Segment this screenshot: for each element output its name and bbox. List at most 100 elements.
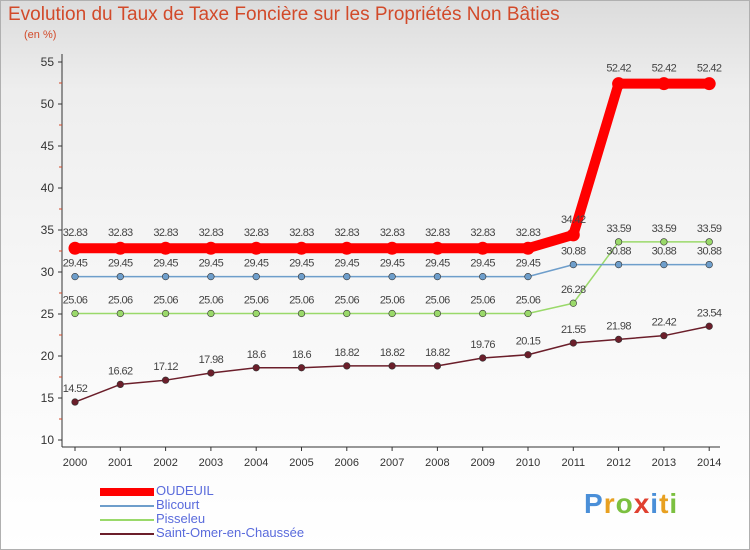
- data-label-pisseleu: 33.59: [697, 223, 722, 235]
- logo-letter: r: [603, 488, 616, 519]
- data-label-saint-omer: 18.82: [335, 347, 360, 359]
- data-point-oudeuil: [159, 241, 173, 255]
- chart-title: Evolution du Taux de Taxe Foncière sur l…: [8, 4, 560, 25]
- data-point-saint-omer: [252, 364, 260, 372]
- data-point-pisseleu: [207, 309, 215, 318]
- legend-label-pisseleu: Pisseleu: [156, 511, 206, 526]
- data-label-pisseleu: 26.28: [561, 284, 586, 296]
- y-tick-label: 35: [41, 223, 55, 237]
- data-point-oudeuil: [385, 241, 399, 255]
- data-point-oudeuil: [68, 241, 82, 255]
- x-tick-label: 2006: [335, 457, 359, 469]
- x-tick-label: 2010: [516, 457, 540, 469]
- data-label-oudeuil: 52.42: [697, 63, 722, 75]
- data-point-blicourt: [297, 273, 306, 281]
- data-label-blicourt: 29.45: [425, 258, 450, 270]
- legend-label-saint-omer: Saint-Omer-en-Chaussée: [156, 525, 305, 540]
- data-label-saint-omer: 17.12: [153, 361, 178, 373]
- data-label-saint-omer: 20.15: [516, 336, 541, 348]
- data-point-oudeuil: [430, 241, 444, 255]
- data-label-pisseleu: 25.06: [244, 294, 269, 306]
- y-tick-label: 50: [41, 97, 55, 111]
- data-label-pisseleu: 25.06: [425, 294, 450, 306]
- y-tick-label: 45: [41, 139, 55, 153]
- data-point-oudeuil: [521, 241, 535, 255]
- logo-letter: x: [633, 488, 651, 519]
- data-point-pisseleu: [660, 238, 668, 246]
- data-label-blicourt: 29.45: [63, 258, 88, 270]
- data-point-pisseleu: [479, 309, 487, 318]
- data-label-saint-omer: 19.76: [470, 339, 495, 351]
- data-point-pisseleu: [252, 309, 260, 318]
- data-label-saint-omer: 16.62: [108, 365, 133, 377]
- legend-label-oudeuil: OUDEUIL: [156, 483, 214, 498]
- data-point-blicourt: [116, 273, 124, 281]
- data-label-blicourt: 29.45: [516, 258, 541, 270]
- data-point-saint-omer: [71, 398, 79, 406]
- data-label-blicourt: 30.88: [697, 246, 722, 258]
- x-tick-label: 2005: [289, 457, 313, 469]
- legend-swatch-blicourt: [100, 504, 154, 507]
- data-label-oudeuil: 32.83: [516, 227, 541, 239]
- data-point-blicourt: [433, 273, 442, 281]
- data-label-blicourt: 29.45: [108, 258, 133, 270]
- data-point-pisseleu: [162, 309, 170, 318]
- data-label-saint-omer: 18.82: [380, 347, 405, 359]
- data-label-blicourt: 29.45: [289, 258, 314, 270]
- data-point-saint-omer: [343, 362, 351, 370]
- data-point-saint-omer: [207, 369, 215, 377]
- data-point-oudeuil: [702, 77, 716, 91]
- data-label-pisseleu: 25.06: [516, 294, 541, 306]
- x-tick-label: 2003: [199, 457, 223, 469]
- logo-letter: P: [584, 488, 604, 519]
- legend-item-blicourt: Blicourt: [100, 498, 304, 512]
- data-label-blicourt: 29.45: [199, 258, 224, 270]
- data-label-blicourt: 30.88: [561, 246, 586, 258]
- data-label-saint-omer: 18.82: [425, 347, 450, 359]
- data-label-blicourt: 29.45: [335, 258, 360, 270]
- data-point-oudeuil: [566, 228, 580, 242]
- x-tick-label: 2011: [561, 457, 585, 469]
- data-point-saint-omer: [433, 362, 442, 370]
- x-tick-label: 2013: [652, 457, 676, 469]
- data-point-blicourt: [207, 273, 215, 281]
- data-point-blicourt: [705, 261, 713, 269]
- data-point-saint-omer: [524, 351, 532, 359]
- x-tick-label: 2007: [380, 457, 404, 469]
- legend-item-saint-omer: Saint-Omer-en-Chaussée: [100, 526, 304, 540]
- data-label-pisseleu: 25.06: [335, 294, 360, 306]
- x-tick-label: 2014: [697, 457, 721, 469]
- data-label-pisseleu: 33.59: [652, 223, 677, 235]
- y-axis-unit: (en %): [24, 29, 57, 41]
- data-point-blicourt: [252, 273, 260, 281]
- y-tick-label: 25: [41, 307, 55, 321]
- data-point-saint-omer: [388, 362, 396, 370]
- data-label-blicourt: 30.88: [652, 246, 677, 258]
- data-point-oudeuil: [113, 241, 127, 255]
- y-tick-label: 20: [41, 349, 55, 363]
- data-label-blicourt: 29.45: [153, 258, 178, 270]
- data-point-pisseleu: [524, 309, 532, 318]
- data-point-blicourt: [71, 273, 79, 281]
- data-label-pisseleu: 33.59: [606, 223, 631, 235]
- data-label-saint-omer: 21.98: [606, 320, 631, 332]
- logo-letter: o: [615, 488, 634, 519]
- data-point-oudeuil: [249, 241, 263, 255]
- data-point-oudeuil: [204, 241, 218, 255]
- data-point-blicourt: [524, 273, 532, 281]
- data-point-blicourt: [343, 273, 351, 281]
- data-label-oudeuil: 34.42: [561, 214, 586, 226]
- legend-label-blicourt: Blicourt: [156, 497, 200, 512]
- data-point-blicourt: [162, 273, 170, 281]
- data-point-blicourt: [660, 261, 668, 269]
- data-point-saint-omer: [297, 364, 306, 372]
- data-label-saint-omer: 17.98: [199, 354, 224, 366]
- proxiti-logo: Proxiti: [584, 488, 678, 520]
- data-point-saint-omer: [479, 354, 487, 362]
- x-tick-label: 2001: [108, 457, 132, 469]
- data-label-oudeuil: 32.83: [425, 227, 450, 239]
- data-label-saint-omer: 18.6: [292, 349, 311, 361]
- data-point-oudeuil: [612, 77, 626, 91]
- data-point-saint-omer: [162, 376, 170, 384]
